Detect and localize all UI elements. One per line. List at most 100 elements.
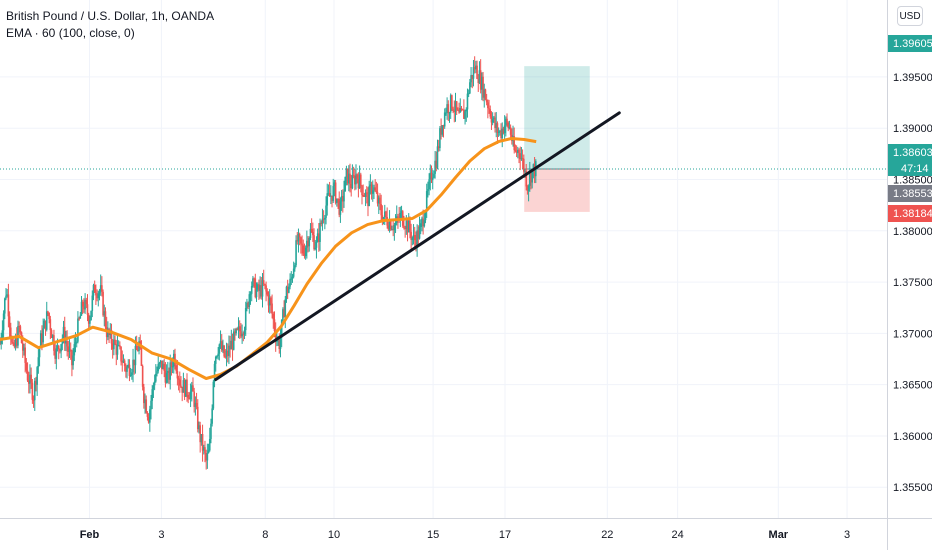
candle-down [461, 109, 464, 111]
time-tick-label: 3 [844, 529, 850, 541]
candle-down [338, 198, 341, 215]
candle-up [92, 284, 95, 296]
candle-down [67, 346, 70, 352]
candle-down [50, 330, 53, 339]
candle-down [521, 158, 524, 160]
candle-up [6, 294, 8, 296]
candle-down [145, 399, 148, 413]
candle-down [397, 216, 399, 218]
candle-up [276, 340, 278, 342]
candle-up [497, 131, 500, 133]
candle-down [181, 386, 183, 393]
price-tag-label: 1.39605 [893, 38, 932, 50]
candle-down [15, 337, 18, 346]
candle-down [514, 150, 517, 152]
candle-up [45, 311, 48, 330]
candle-down [278, 338, 281, 350]
candle-up [373, 187, 375, 191]
candle-down [258, 284, 260, 291]
chart-grid [0, 0, 887, 518]
candle-down [381, 215, 384, 223]
candle-down [488, 108, 490, 110]
candle-down [515, 151, 518, 153]
candle-down [447, 104, 450, 113]
candle-down [177, 378, 180, 380]
candle-up [493, 117, 495, 120]
candle-up [68, 349, 71, 352]
candle-up [80, 301, 83, 316]
time-axis[interactable]: Feb 3 8 10 15 17 22 24 Mar 3 [0, 518, 932, 542]
candle-down [320, 222, 323, 224]
candle-down [133, 359, 136, 366]
candle-down [286, 286, 289, 293]
candle-up [400, 211, 403, 213]
candle-down [463, 109, 465, 119]
candle-up [495, 123, 498, 129]
candle-down [86, 304, 89, 315]
candle-down [485, 99, 488, 103]
candle-up [73, 344, 76, 356]
candle-down [413, 235, 416, 241]
candle-down [518, 149, 520, 154]
candle-down [283, 309, 285, 318]
candle-down [175, 365, 178, 372]
candle-down [24, 347, 26, 363]
candle-up [211, 408, 213, 424]
candle-down [143, 386, 145, 404]
candle-up [478, 70, 481, 84]
candle-down [385, 211, 387, 217]
candle-down [296, 240, 299, 242]
candle-up [285, 286, 288, 300]
candle-down [523, 158, 525, 172]
time-tick-label: 24 [672, 529, 684, 541]
candle-up [423, 220, 426, 227]
candle-down [178, 379, 181, 386]
candle-up [198, 425, 200, 430]
candle-up [218, 344, 221, 354]
price-tag-label: 1.38553 [893, 188, 932, 200]
candle-up [75, 341, 78, 343]
candle-up [113, 339, 115, 350]
candle-up [156, 371, 158, 374]
candle-down [196, 406, 199, 430]
candle-up [446, 104, 448, 113]
candle-up [246, 302, 248, 309]
candle-up [325, 205, 327, 218]
candle-up [439, 128, 441, 149]
trendline-layer[interactable] [214, 111, 621, 382]
candle-up [394, 222, 397, 226]
candle-down [168, 370, 170, 380]
candle-up [424, 210, 427, 221]
candle-up [38, 347, 41, 358]
candle-up [289, 278, 291, 287]
indicator-legend[interactable]: EMA · 60 (100, close, 0) [6, 26, 135, 40]
candle-down [41, 333, 43, 343]
candle-up [411, 237, 414, 241]
candle-down [422, 218, 424, 227]
candle-down [272, 313, 275, 320]
candle-up [345, 168, 348, 177]
price-axis[interactable]: 1.39500 1.39000 1.38500 1.38000 1.37500 1.370… [887, 0, 932, 550]
candle-up [336, 198, 338, 203]
candle-down [526, 186, 529, 191]
candle-up [225, 350, 228, 357]
candle-down [435, 160, 438, 168]
candle-down [473, 67, 476, 70]
candle-down [18, 325, 20, 327]
candle-up [306, 240, 308, 248]
candle-down [379, 197, 381, 205]
candle-down [370, 184, 373, 194]
candle-up [297, 233, 300, 242]
candle-down [298, 233, 301, 238]
candle-down [63, 326, 66, 344]
candle-down [96, 295, 98, 299]
candle-down [128, 364, 131, 376]
symbol-title[interactable]: British Pound / U.S. Dollar, 1h, OANDA [6, 9, 215, 23]
candle-down [110, 329, 113, 344]
candle-down [500, 130, 502, 139]
candle-up [481, 76, 483, 90]
candle-up [412, 235, 415, 238]
candle-down [83, 306, 85, 310]
currency-button[interactable]: USD [897, 6, 923, 26]
